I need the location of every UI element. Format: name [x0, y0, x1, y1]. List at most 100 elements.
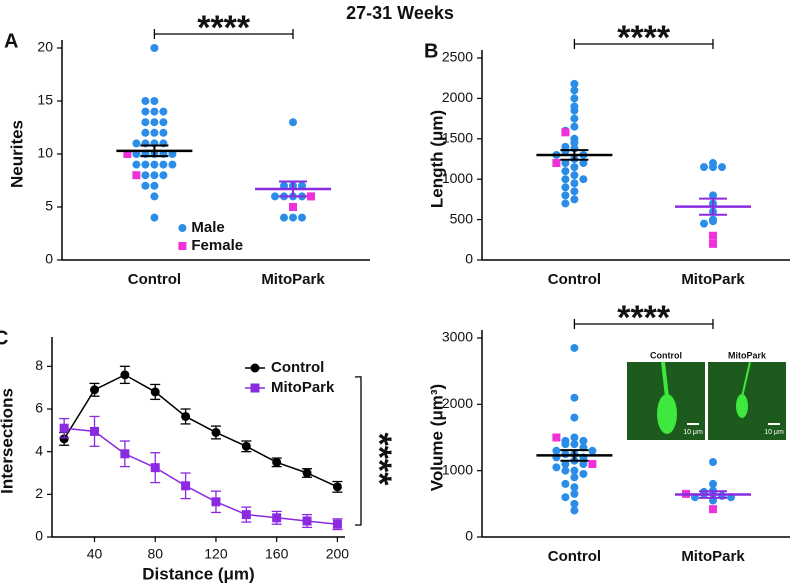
figure-title: 27-31 Weeks — [346, 3, 454, 23]
data-point — [561, 167, 570, 176]
y-tick-label: 15 — [37, 92, 53, 108]
data-point — [561, 191, 570, 200]
data-point — [552, 446, 561, 455]
series-line — [64, 427, 338, 525]
data-point — [141, 160, 150, 169]
inset-neurite — [661, 361, 669, 398]
data-point — [123, 150, 132, 158]
y-tick-label: 0 — [45, 251, 53, 267]
data-point — [132, 160, 141, 169]
y-tick-label: 500 — [450, 210, 474, 226]
x-tick-label: Control — [548, 548, 601, 565]
data-point — [709, 217, 717, 226]
data-point — [141, 107, 150, 116]
panel-label: C — [0, 327, 8, 349]
data-point — [289, 213, 297, 222]
data-point — [570, 473, 579, 482]
data-point — [570, 138, 579, 147]
y-tick-label: 2000 — [442, 395, 473, 411]
data-point — [141, 128, 150, 137]
x-tick-label: 80 — [147, 546, 163, 562]
y-tick-label: 1500 — [442, 130, 473, 146]
data-point — [150, 97, 159, 105]
data-point — [561, 175, 570, 184]
data-point — [709, 479, 717, 488]
data-point — [570, 94, 579, 103]
data-point — [561, 479, 570, 488]
panel-label: B — [424, 40, 438, 62]
data-point — [120, 449, 130, 459]
legend-label: MitoPark — [271, 379, 335, 396]
data-point — [709, 163, 717, 172]
data-point — [159, 118, 168, 127]
data-point — [700, 219, 708, 228]
significance: **** — [197, 9, 251, 47]
data-point — [211, 427, 221, 437]
data-point — [211, 497, 221, 507]
x-axis-label: Distance (μm) — [142, 564, 254, 583]
data-point — [561, 493, 570, 502]
data-point — [150, 128, 159, 137]
data-point — [718, 163, 726, 172]
y-axis-label: Length (μm) — [427, 110, 446, 208]
data-point — [570, 433, 579, 442]
x-tick-label: 120 — [204, 546, 228, 562]
data-point — [579, 175, 588, 184]
data-point — [570, 187, 579, 196]
data-point — [709, 458, 717, 467]
data-point — [150, 118, 159, 127]
data-point — [570, 413, 579, 422]
y-axis-label: Volume (μm³) — [427, 384, 446, 491]
data-point — [561, 159, 570, 168]
data-point — [570, 163, 579, 172]
scale-bar-label: 10 μm — [683, 429, 703, 436]
data-point — [709, 505, 717, 514]
y-tick-label: 3000 — [442, 329, 473, 345]
scale-bar-label: 10 μm — [764, 429, 784, 436]
significance: **** — [360, 432, 398, 486]
data-point — [159, 160, 168, 169]
data-point — [302, 468, 312, 478]
data-point — [570, 171, 579, 180]
data-point — [579, 460, 588, 469]
data-point — [90, 426, 100, 436]
data-point — [570, 106, 579, 115]
data-point — [588, 446, 597, 455]
data-point — [289, 203, 297, 211]
data-point — [150, 160, 159, 169]
data-point — [150, 387, 160, 397]
y-tick-label: 2 — [35, 485, 43, 501]
y-tick-label: 10 — [37, 145, 53, 161]
data-point — [552, 433, 561, 442]
data-point — [570, 79, 579, 88]
data-point — [570, 195, 579, 204]
y-tick-label: 1000 — [442, 170, 473, 186]
y-axis-label: Intersections — [0, 388, 16, 494]
data-point — [271, 192, 279, 201]
data-point — [570, 122, 579, 131]
data-point — [709, 239, 717, 248]
legend-label: Male — [191, 219, 224, 236]
y-tick-label: 2000 — [442, 89, 473, 105]
data-point — [159, 107, 168, 116]
data-point — [90, 385, 100, 395]
data-point — [561, 199, 570, 208]
data-point — [588, 460, 597, 469]
data-point — [561, 440, 570, 449]
inset-cell — [736, 394, 748, 418]
data-point — [570, 440, 579, 449]
x-tick-label: MitoPark — [681, 271, 745, 288]
data-point — [552, 159, 561, 168]
legend-marker — [178, 224, 187, 232]
data-point — [332, 519, 342, 529]
panel-label: A — [4, 30, 18, 52]
data-point — [141, 97, 150, 105]
significance: **** — [617, 299, 671, 337]
significance: **** — [617, 19, 671, 57]
legend-marker — [178, 242, 187, 250]
sem-bar — [699, 490, 727, 499]
y-tick-label: 8 — [35, 357, 43, 373]
x-tick-label: 160 — [265, 546, 289, 562]
data-point — [579, 436, 588, 445]
data-point — [241, 441, 251, 451]
